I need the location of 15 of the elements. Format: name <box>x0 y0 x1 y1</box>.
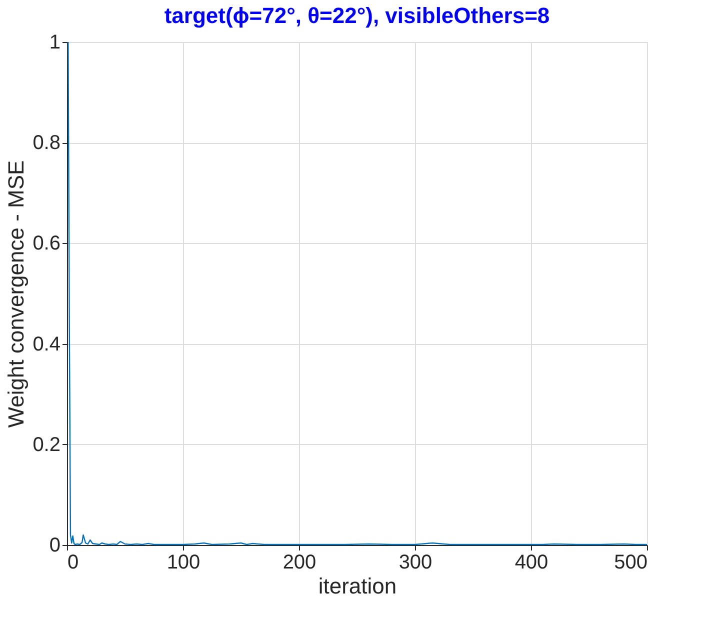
y-tick-label: 0.4 <box>32 333 60 356</box>
chart-title: target(ϕ=72°, θ=22°), visibleOthers=8 <box>164 3 550 28</box>
y-tick-label: 0.8 <box>32 132 60 154</box>
x-tick-label: 100 <box>166 552 200 574</box>
y-tick-label: 0.2 <box>32 434 60 456</box>
y-tick-label: 0 <box>49 534 60 556</box>
y-axis-title: Weight convergence - MSE <box>4 160 29 428</box>
x-axis-title: iteration <box>318 574 397 598</box>
x-tick-label: 500 <box>614 552 648 574</box>
y-tick-label: 0.6 <box>32 232 60 255</box>
x-tick-label: 400 <box>514 552 548 574</box>
x-tick-label: 0 <box>68 552 79 574</box>
x-tick-label: 300 <box>398 552 432 574</box>
x-tick-label: 200 <box>282 552 316 574</box>
y-tick-label: 1 <box>49 32 60 54</box>
